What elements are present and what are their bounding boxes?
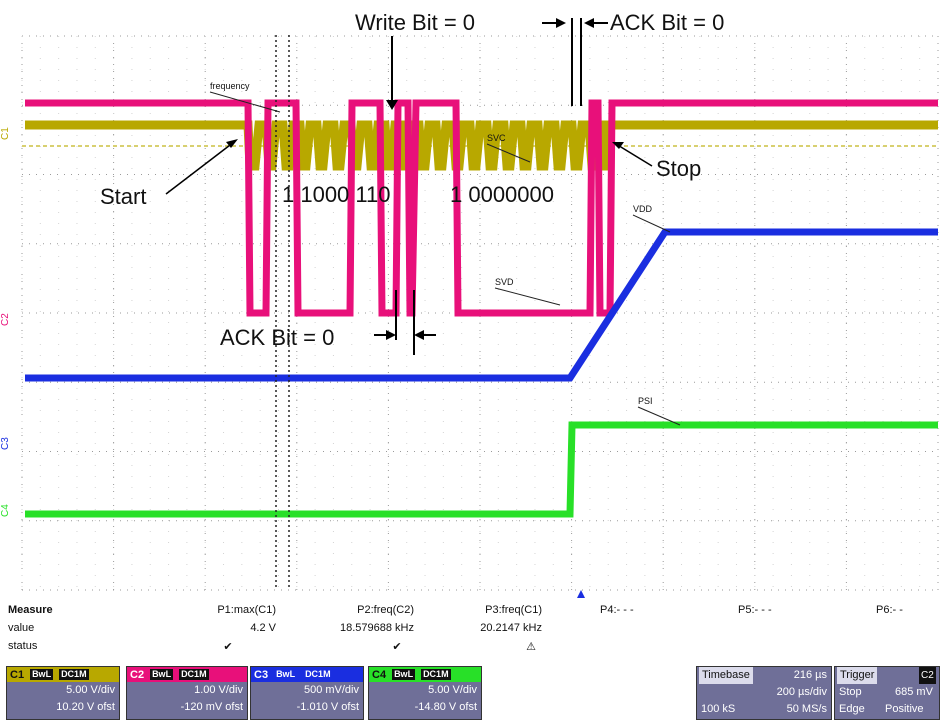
- ack-bit-mid-annotation: ACK Bit = 0: [220, 325, 334, 350]
- start-pointer: [165, 141, 235, 195]
- channel-settings-bar: C1 BwL DC1M 5.00 V/div 10.20 V ofst C2 B…: [0, 660, 940, 721]
- frequency-label: frequency: [210, 81, 250, 91]
- measure-status-label: status: [8, 640, 38, 652]
- channel-c1-vdiv: 5.00 V/div: [66, 684, 115, 696]
- vdd-label-leader: [632, 214, 671, 233]
- channel-c1-coupling-tag: DC1M: [59, 669, 89, 680]
- channel-c3-offset: -1.010 V ofst: [296, 701, 359, 713]
- data-bits-annotation: 1 0000000: [450, 182, 554, 207]
- channel-c3-vdiv: 500 mV/div: [303, 684, 359, 696]
- trigger-position-marker[interactable]: [577, 590, 585, 598]
- c3-vdd-trace: [25, 228, 938, 382]
- channel-c3-bandwidth-tag: BwL: [274, 669, 298, 680]
- channel-c2-coupling-tag: DC1M: [179, 669, 209, 680]
- trigger-type: Edge: [839, 703, 865, 715]
- psi-label-leader: [637, 406, 681, 426]
- measure-p1-value: 4.2 V: [250, 622, 276, 634]
- channel-c2-descriptor[interactable]: C2 BwL DC1M 1.00 V/div -120 mV ofst: [126, 666, 248, 720]
- channel-c1-descriptor[interactable]: C1 BwL DC1M 5.00 V/div 10.20 V ofst: [6, 666, 120, 720]
- timebase-label: Timebase: [699, 667, 753, 684]
- measure-p3-status-warning-icon: ⚠: [526, 641, 536, 653]
- trigger-level: 685 mV: [895, 686, 933, 698]
- stop-pointer: [615, 143, 653, 167]
- svd-label-leader: [494, 287, 561, 306]
- channel-c1-bandwidth-tag: BwL: [30, 669, 54, 680]
- stop-arrowhead: [612, 142, 624, 149]
- svc-label-leader: [486, 143, 531, 163]
- measure-p1-status-check-icon: ✔: [223, 641, 233, 653]
- c2-data-trace: [25, 99, 938, 317]
- ack-mid-arrowhead-1: [386, 330, 396, 340]
- psi-label: PSI: [638, 396, 653, 406]
- address-bits-annotation: 1 1000 110: [282, 182, 390, 207]
- channel-c3-descriptor[interactable]: C3 BwL DC1M 500 mV/div -1.010 V ofst: [250, 666, 364, 720]
- channel-c4-descriptor[interactable]: C4 BwL DC1M 5.00 V/div -14.80 V ofst: [368, 666, 482, 720]
- channel-c1-label: C1: [10, 668, 25, 681]
- channel-c3-coupling-tag: DC1M: [303, 669, 333, 680]
- trigger-descriptor[interactable]: Trigger C2 Stop 685 mV Edge Positive: [834, 666, 940, 720]
- measure-p2-name[interactable]: P2:freq(C2): [357, 604, 414, 616]
- measure-p2-status-check-icon: ✔: [392, 641, 402, 653]
- vdd-label: VDD: [633, 204, 653, 214]
- channel-c2-offset: -120 mV ofst: [180, 701, 243, 713]
- channel-c4-vdiv: 5.00 V/div: [428, 684, 477, 696]
- write-bit-annotation: Write Bit = 0: [355, 10, 475, 35]
- start-annotation: Start: [100, 184, 146, 209]
- ack-arrowhead-1: [556, 18, 566, 28]
- write-bit-arrowhead: [386, 100, 398, 110]
- measure-header-row: Measure P1:max(C1) P2:freq(C2) P3:freq(C…: [0, 604, 940, 620]
- c1-clock-trace: [25, 120, 938, 171]
- channel-c1-marker: C1: [0, 127, 11, 140]
- trigger-slope: Positive: [885, 703, 924, 715]
- measure-table: Measure P1:max(C1) P2:freq(C2) P3:freq(C…: [0, 600, 940, 660]
- measure-p6-name[interactable]: P6:- -: [876, 604, 903, 616]
- timebase-rate: 50 MS/s: [786, 703, 827, 715]
- timebase-delay: 216 µs: [793, 669, 827, 681]
- channel-c4-label: C4: [372, 668, 387, 681]
- timebase-samples: 100 kS: [701, 703, 736, 715]
- channel-c4-coupling-tag: DC1M: [421, 669, 451, 680]
- ack-arrowhead-2: [584, 18, 594, 28]
- waveform-traces: [22, 99, 938, 518]
- start-arrowhead: [226, 139, 238, 148]
- svd-label: SVD: [495, 277, 514, 287]
- channel-c2-marker: C2: [0, 313, 11, 326]
- channel-c2-vdiv: 1.00 V/div: [194, 684, 243, 696]
- channel-c4-bandwidth-tag: BwL: [392, 669, 416, 680]
- timebase-tdiv: 200 µs/div: [776, 686, 827, 698]
- measure-title: Measure: [8, 604, 53, 616]
- measure-status-row: status ✔ ✔ ⚠: [0, 640, 940, 656]
- channel-c2-bandwidth-tag: BwL: [150, 669, 174, 680]
- measure-p5-name[interactable]: P5:- - -: [738, 604, 772, 616]
- channel-c2-label: C2: [130, 668, 145, 681]
- channel-c4-marker: C4: [0, 504, 11, 517]
- stop-annotation: Stop: [656, 156, 701, 181]
- trigger-mode: Stop: [839, 686, 862, 698]
- measure-p1-name[interactable]: P1:max(C1): [217, 604, 276, 616]
- ack-mid-arrowhead-2: [414, 330, 424, 340]
- scope-waveform-display: C1 C2 C3 C4 Write Bit = 0 ACK Bit = 0 St…: [0, 10, 939, 598]
- measure-p3-name[interactable]: P3:freq(C1): [485, 604, 542, 616]
- c4-psi-trace: [25, 421, 938, 518]
- measure-p2-value: 18.579688 kHz: [340, 622, 414, 634]
- channel-c3-label: C3: [254, 668, 269, 681]
- svc-label: SVC: [487, 133, 506, 143]
- frequency-label-leader: [209, 91, 281, 113]
- measure-value-label: value: [8, 622, 35, 634]
- measure-value-row: value 4.2 V 18.579688 kHz 20.2147 kHz: [0, 622, 940, 638]
- measure-p4-name[interactable]: P4:- - -: [600, 604, 634, 616]
- channel-c4-offset: -14.80 V ofst: [414, 701, 477, 713]
- trigger-source: C2: [919, 667, 936, 684]
- ack-bit-top-annotation: ACK Bit = 0: [610, 10, 724, 35]
- channel-c3-marker: C3: [0, 437, 11, 450]
- channel-c1-offset: 10.20 V ofst: [56, 701, 115, 713]
- trigger-label: Trigger: [837, 667, 878, 684]
- timebase-descriptor[interactable]: Timebase 216 µs 200 µs/div 100 kS 50 MS/…: [696, 666, 832, 720]
- measure-p3-value: 20.2147 kHz: [480, 622, 542, 634]
